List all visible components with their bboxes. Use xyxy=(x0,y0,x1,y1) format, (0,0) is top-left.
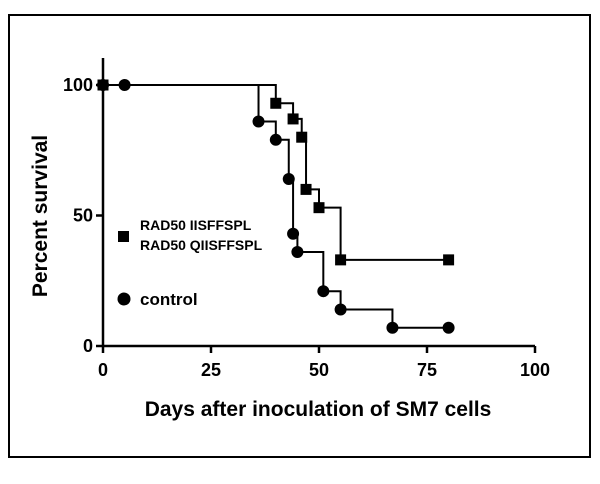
x-tick-label: 25 xyxy=(201,360,221,380)
legend-label-rad50-line2: RAD50 QIISFFSPL xyxy=(140,237,263,253)
data-point-circle xyxy=(252,115,265,128)
x-tick-label: 75 xyxy=(417,360,437,380)
legend-label-control: control xyxy=(140,290,198,309)
data-point-square xyxy=(270,97,282,109)
y-axis-title: Percent survival xyxy=(29,135,52,297)
data-point-circle xyxy=(386,321,399,334)
data-point-square xyxy=(300,183,312,195)
data-point-square xyxy=(296,131,308,143)
x-axis-title: Days after inoculation of SM7 cells xyxy=(145,398,492,421)
series-line-square xyxy=(103,84,449,261)
chart-frame xyxy=(8,14,591,458)
legend-label-rad50-line1: RAD50 IISFFSPL xyxy=(140,217,252,233)
y-tick-label: 0 xyxy=(83,336,93,356)
legend-marker-square xyxy=(118,231,129,242)
x-tick-label: 50 xyxy=(309,360,329,380)
legend: RAD50 IISFFSPL RAD50 QIISFFSPL control xyxy=(117,217,263,309)
x-tick-label: 100 xyxy=(520,360,550,380)
data-point-circle xyxy=(317,285,330,298)
data-point-circle xyxy=(97,79,109,91)
legend-marker-circle xyxy=(117,292,131,306)
data-point-circle xyxy=(282,172,295,185)
axes: 0 50 100 0 25 50 75 100 xyxy=(63,58,550,380)
data-point-circle xyxy=(442,321,455,334)
data-point-square xyxy=(287,113,299,125)
data-point-circle xyxy=(118,79,131,91)
data-point-square xyxy=(443,254,455,266)
x-tick-label: 0 xyxy=(98,360,108,380)
data-point-circle xyxy=(269,133,282,146)
y-tick-label: 100 xyxy=(63,75,93,95)
data-point-square xyxy=(335,254,347,266)
y-tick-label: 50 xyxy=(73,206,93,226)
data-point-circle xyxy=(291,246,304,259)
data-point-circle xyxy=(334,303,347,316)
data-point-circle xyxy=(287,227,300,240)
data-point-square xyxy=(313,202,325,214)
data-markers xyxy=(97,79,455,334)
